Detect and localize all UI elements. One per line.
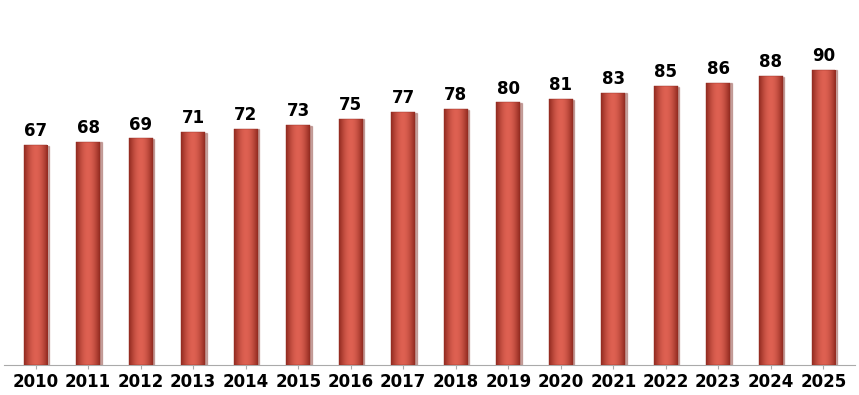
Bar: [520, 103, 521, 365]
Bar: [759, 76, 783, 365]
Bar: [444, 109, 467, 365]
Bar: [601, 92, 625, 365]
Bar: [234, 129, 258, 365]
Text: 68: 68: [76, 119, 100, 137]
Bar: [812, 70, 835, 365]
Bar: [497, 102, 520, 365]
Bar: [153, 139, 154, 365]
Text: 88: 88: [759, 53, 783, 71]
Text: 77: 77: [392, 89, 415, 107]
Text: 80: 80: [497, 79, 520, 98]
Text: 71: 71: [181, 109, 204, 127]
Text: 90: 90: [812, 47, 835, 65]
Text: 67: 67: [24, 122, 47, 140]
Text: 86: 86: [707, 60, 730, 78]
Bar: [730, 83, 732, 365]
Bar: [47, 146, 49, 365]
Bar: [286, 125, 310, 365]
Bar: [100, 143, 101, 365]
Bar: [76, 142, 100, 365]
Bar: [706, 83, 730, 365]
Bar: [362, 119, 364, 365]
Bar: [783, 77, 784, 365]
Bar: [835, 70, 837, 365]
Bar: [654, 86, 678, 365]
Bar: [573, 100, 575, 365]
Text: 83: 83: [601, 70, 624, 88]
Text: 78: 78: [444, 86, 467, 104]
Bar: [258, 129, 259, 365]
Bar: [392, 112, 415, 365]
Bar: [549, 99, 573, 365]
Bar: [129, 139, 153, 365]
Bar: [415, 113, 417, 365]
Text: 73: 73: [287, 102, 310, 120]
Bar: [310, 126, 312, 365]
Text: 81: 81: [549, 76, 572, 94]
Text: 72: 72: [235, 106, 258, 124]
Text: 85: 85: [655, 63, 677, 81]
Bar: [625, 93, 627, 365]
Bar: [678, 87, 679, 365]
Bar: [339, 119, 362, 365]
Bar: [181, 132, 205, 365]
Text: 75: 75: [339, 96, 362, 114]
Bar: [205, 133, 207, 365]
Text: 69: 69: [129, 116, 152, 134]
Bar: [467, 110, 469, 365]
Bar: [24, 145, 47, 365]
